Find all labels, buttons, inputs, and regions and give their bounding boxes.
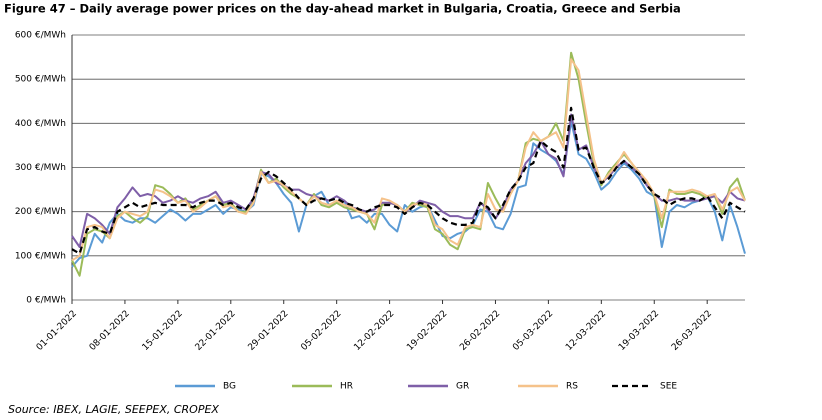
x-tick-label: 08-01-2022 — [88, 309, 132, 353]
y-tick-label: 400 €/MWh — [15, 119, 66, 129]
x-tick-label: 22-01-2022 — [194, 309, 238, 353]
series-line — [71, 58, 746, 262]
x-tick-label: 26-02-2022 — [458, 309, 502, 353]
x-tick-label: 05-02-2022 — [299, 309, 343, 353]
series-line — [71, 51, 746, 277]
x-tick-label: 29-01-2022 — [247, 309, 291, 353]
legend-label: SEE — [660, 382, 677, 392]
x-tick-label: 19-02-2022 — [405, 309, 449, 353]
x-tick-label: 05-03-2022 — [511, 309, 555, 353]
x-tick-label: 12-02-2022 — [352, 309, 396, 353]
x-tick-label: 26-03-2022 — [670, 309, 714, 353]
x-tick-label: 15-01-2022 — [141, 309, 185, 353]
legend-label: GR — [456, 382, 469, 392]
y-tick-label: 500 €/MWh — [15, 75, 66, 85]
legend-label: RS — [566, 382, 578, 392]
y-tick-label: 100 €/MWh — [15, 251, 66, 261]
legend-label: HR — [340, 382, 353, 392]
x-tick-label: 01-01-2022 — [35, 309, 79, 353]
series-line — [71, 106, 746, 255]
x-tick-label: 19-03-2022 — [617, 309, 661, 353]
x-tick-label: 12-03-2022 — [564, 309, 608, 353]
y-tick-label: 300 €/MWh — [15, 163, 66, 173]
y-tick-label: 0 €/MWh — [26, 296, 66, 306]
legend-label: BG — [223, 382, 236, 392]
y-tick-label: 200 €/MWh — [15, 207, 66, 217]
y-tick-label: 600 €/MWh — [15, 31, 66, 41]
source-note: Source: IBEX, LAGIE, SEEPEX, CROPEX — [8, 403, 219, 416]
series-line — [71, 120, 746, 268]
chart-title: Figure 47 – Daily average power prices o… — [4, 2, 681, 16]
